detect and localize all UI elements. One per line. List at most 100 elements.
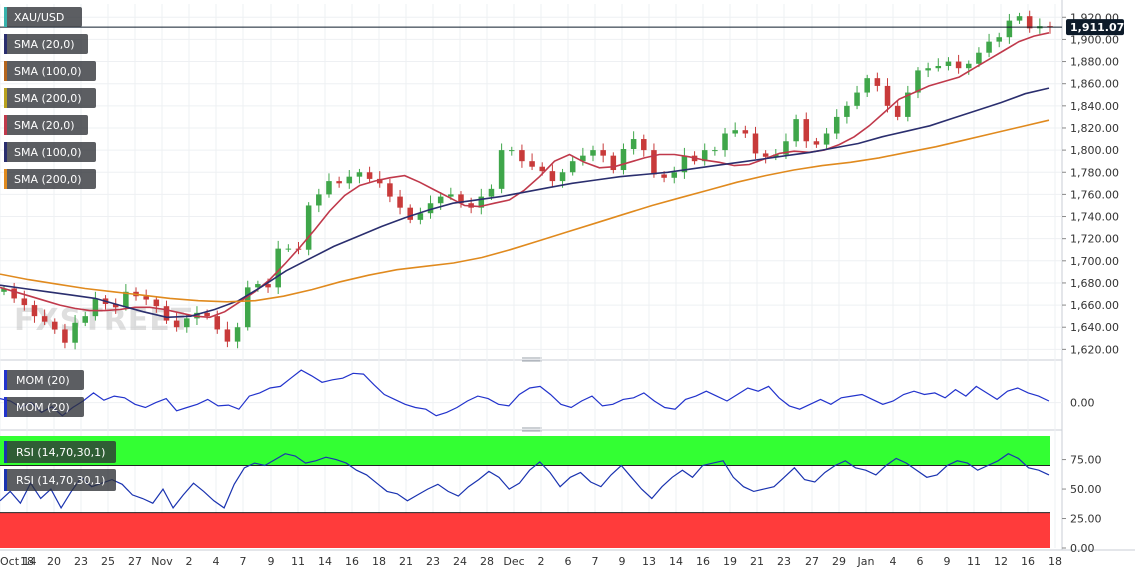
legend-box — [4, 142, 96, 162]
candle-body — [620, 149, 627, 171]
candle-body — [285, 248, 292, 250]
sma-20-line — [0, 32, 1050, 319]
price-candle — [397, 189, 403, 215]
legend-indicator-1[interactable]: SMA (100,0) — [4, 61, 96, 81]
legend-color-swatch — [4, 34, 7, 54]
candle-body — [305, 205, 312, 250]
legend-label: MOM (20) — [16, 401, 70, 414]
price-candle — [630, 131, 637, 155]
legend-box — [4, 115, 88, 135]
legend-color-swatch — [4, 88, 7, 108]
candle-body — [569, 161, 576, 173]
price-candle — [935, 58, 942, 72]
legend-indicator-3[interactable]: SMA (20,0) — [4, 115, 88, 135]
legend-label: MOM (20) — [16, 374, 70, 387]
price-candle — [82, 311, 89, 327]
legend-box — [4, 61, 96, 81]
x-tick-label: 6 — [565, 555, 572, 568]
x-tick-label: Dec — [503, 555, 524, 568]
y-tick-label: 1,780.00 — [1070, 166, 1119, 179]
legend-indicator-2[interactable]: SMA (200,0) — [4, 88, 96, 108]
candle-body — [945, 61, 952, 66]
candle-body — [326, 181, 332, 195]
candle-body — [397, 196, 403, 208]
candle-body — [915, 70, 921, 93]
legend-indicator-4[interactable]: SMA (100,0) — [4, 142, 96, 162]
price-candle — [387, 178, 393, 203]
price-candle — [224, 321, 231, 348]
candle-body — [1016, 16, 1023, 21]
legend-symbol[interactable]: XAU/USD — [4, 7, 82, 27]
x-tick-label: 2 — [538, 555, 545, 568]
candle-body — [1, 288, 7, 292]
price-candle — [762, 150, 769, 164]
price-candle — [549, 164, 556, 187]
price-candle — [244, 280, 251, 331]
price-candle — [366, 166, 373, 183]
candle-body — [986, 41, 992, 53]
price-candle — [986, 33, 992, 58]
candle-body — [265, 284, 271, 288]
price-candle — [620, 143, 627, 175]
candle-body — [21, 298, 28, 306]
pane-resize-handle[interactable] — [522, 427, 542, 432]
price-candle — [569, 155, 576, 176]
x-tick-label: 14 — [318, 555, 332, 568]
candle-body — [864, 78, 870, 93]
candle-body — [671, 172, 678, 178]
rsi-y-tick-label: 25.00 — [1070, 513, 1102, 526]
legend-label: SMA (200,0) — [14, 92, 82, 105]
candle-body — [244, 287, 251, 328]
x-tick-label: 25 — [101, 555, 115, 568]
x-tick-label: 11 — [967, 555, 981, 568]
price-candle — [458, 191, 464, 208]
mom-legend-entry[interactable]: MOM (20) — [4, 397, 84, 417]
candle-body — [234, 327, 241, 342]
rsi-legend-entry[interactable]: RSI (14,70,30,1) — [4, 441, 116, 463]
x-tick-label: 4 — [213, 555, 220, 568]
price-candle — [803, 112, 810, 148]
pane-resize-handle[interactable] — [522, 357, 542, 362]
candle-body — [437, 196, 444, 204]
x-tick-label: 9 — [944, 555, 951, 568]
price-axis: 1,920.001,900.001,880.001,860.001,840.00… — [0, 11, 1119, 356]
current-price-badge — [1066, 19, 1124, 36]
x-tick-label: 19 — [723, 555, 737, 568]
candle-body — [722, 133, 728, 151]
candle-body — [783, 141, 789, 155]
candle-body — [600, 150, 606, 156]
candle-body — [844, 105, 850, 117]
legend-box — [4, 34, 88, 54]
candle-body — [762, 153, 769, 157]
y-tick-label: 1,840.00 — [1070, 100, 1119, 113]
mom-legend-entry[interactable]: MOM (20) — [4, 370, 84, 390]
price-candle — [752, 126, 759, 159]
candle-body — [742, 130, 749, 134]
legend-box — [4, 397, 84, 417]
price-candle — [580, 147, 586, 166]
candle-body — [72, 322, 78, 343]
candle-body — [448, 194, 454, 197]
x-tick-label: Jan — [857, 555, 875, 568]
price-candle — [651, 143, 657, 178]
x-tick-label: 29 — [832, 555, 846, 568]
price-candle — [783, 133, 789, 159]
legend-indicator-5[interactable]: SMA (200,0) — [4, 169, 96, 189]
rsi-legend-entry[interactable]: RSI (14,70,30,1) — [4, 469, 116, 491]
price-candle — [701, 143, 708, 166]
candle-body — [336, 181, 342, 184]
candle-body — [488, 188, 495, 197]
candle-body — [732, 130, 738, 134]
price-candle — [996, 32, 1002, 48]
candle-body — [62, 329, 68, 343]
candle-body — [976, 52, 982, 64]
rsi-y-tick-label: 75.00 — [1070, 454, 1102, 467]
price-candle — [498, 143, 505, 194]
x-tick-label: 14 — [669, 555, 683, 568]
x-tick-label: 9 — [268, 555, 275, 568]
price-candle — [275, 240, 281, 295]
legend-indicator-0[interactable]: SMA (20,0) — [4, 34, 88, 54]
candle-body — [641, 139, 647, 151]
y-tick-label: 1,860.00 — [1070, 78, 1119, 91]
